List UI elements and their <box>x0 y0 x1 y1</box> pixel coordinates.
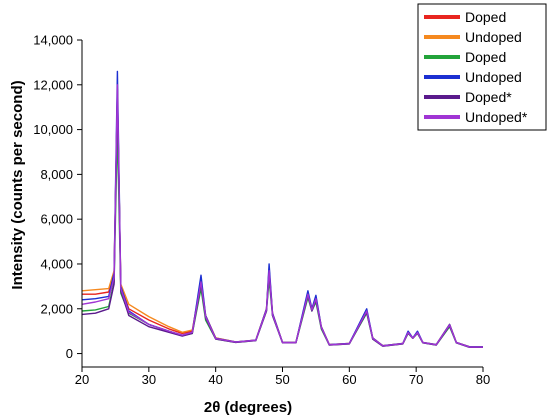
y-tick-label: 4,000 <box>40 256 73 271</box>
x-axis-title: 2θ (degrees) <box>204 399 292 416</box>
y-tick-label: 2,000 <box>40 301 73 316</box>
x-tick-label: 20 <box>75 372 89 387</box>
legend-label-3: Doped <box>465 49 506 65</box>
legend: Doped Undoped Doped Undoped Doped* Undoped* <box>417 3 547 131</box>
series-line-6 <box>81 84 483 348</box>
x-tick-label: 70 <box>409 372 423 387</box>
series-layer <box>81 70 483 348</box>
y-tick-label: 6,000 <box>40 212 73 227</box>
x-tick-label: 60 <box>342 372 356 387</box>
x-tick-label: 80 <box>476 372 490 387</box>
legend-label-5: Doped* <box>465 89 512 105</box>
y-tick-label: 12,000 <box>33 77 73 92</box>
legend-label-4: Undoped <box>465 69 522 85</box>
y-tick-label: 8,000 <box>40 167 73 182</box>
series-line-2 <box>81 93 483 348</box>
series-line-3 <box>81 128 483 348</box>
series-line-1 <box>82 95 483 348</box>
legend-box <box>417 3 547 131</box>
y-tick-label: 10,000 <box>33 122 73 137</box>
y-tick-label: 0 <box>66 346 73 361</box>
legend-label-2: Undoped <box>465 29 522 45</box>
y-axis-title: Intensity (counts per second) <box>9 80 26 289</box>
ticks-layer: 20 30 40 50 60 70 80 0 2,000 4,000 6,000 8,000 10,00… <box>33 33 490 388</box>
x-tick-label: 50 <box>275 372 289 387</box>
legend-label-1: Doped <box>465 9 506 25</box>
x-tick-label: 40 <box>208 372 222 387</box>
legend-label-6: Undoped* <box>465 109 528 125</box>
y-tick-label: 14,000 <box>33 33 73 48</box>
x-tick-label: 30 <box>142 372 156 387</box>
